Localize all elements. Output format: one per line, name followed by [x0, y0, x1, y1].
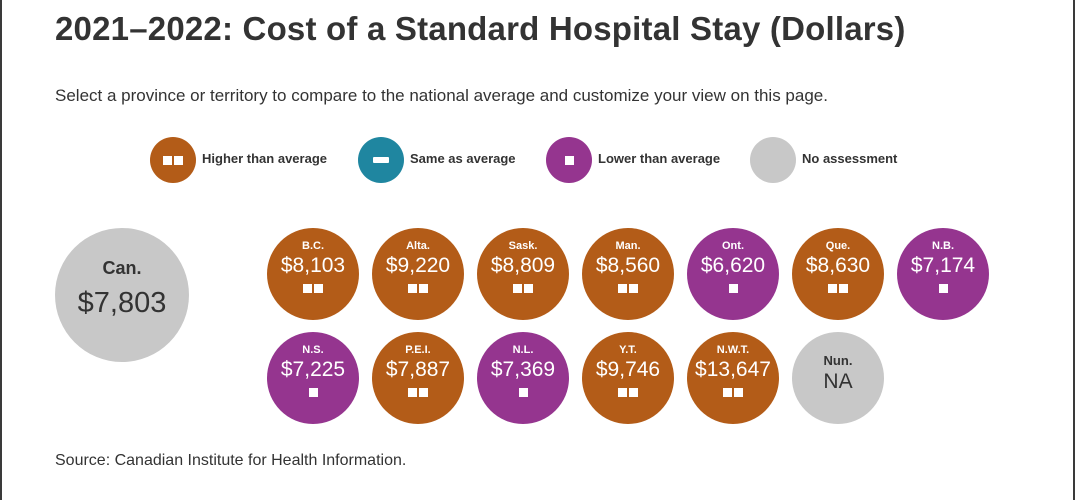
jurisdiction-circle-que[interactable]: Que. $8,630: [792, 228, 884, 320]
jurisdiction-value: $7,225: [280, 358, 346, 381]
assessment-square-icon: [308, 387, 318, 397]
jurisdiction-value: $8,560: [595, 254, 661, 277]
legend-label-same: Same as average: [410, 151, 516, 166]
jurisdiction-label: N.S.: [302, 344, 324, 356]
assessment-indicator: [408, 283, 428, 293]
jurisdiction-value: $9,746: [595, 358, 661, 381]
assessment-indicator: [308, 387, 318, 397]
jurisdiction-label: Sask.: [508, 240, 538, 252]
assessment-square-icon: [618, 387, 627, 397]
assessment-square-icon: [408, 283, 417, 293]
assessment-indicator: [618, 283, 638, 293]
jurisdiction-label: B.C.: [302, 240, 324, 252]
jurisdiction-value: $8,630: [805, 254, 871, 277]
assessment-square-icon: [524, 283, 533, 293]
jurisdiction-circle-yt[interactable]: Y.T. $9,746: [582, 332, 674, 424]
assessment-square-icon: [408, 387, 417, 397]
assessment-square-icon: [419, 283, 428, 293]
legend-swatch-none: [750, 137, 796, 183]
assessment-square-icon: [419, 387, 428, 397]
assessment-square-icon: [828, 283, 837, 293]
jurisdiction-value: $6,620: [700, 254, 766, 277]
jurisdiction-value: $8,103: [280, 254, 346, 277]
assessment-square-icon: [629, 387, 638, 397]
assessment-square-icon: [518, 387, 528, 397]
assessment-square-icon: [839, 283, 848, 293]
left-border: [0, 0, 2, 500]
jurisdiction-label: N.B.: [932, 240, 954, 252]
jurisdiction-label: Que.: [825, 240, 851, 252]
jurisdiction-circle-man[interactable]: Man. $8,560: [582, 228, 674, 320]
jurisdiction-circle-pei[interactable]: P.E.I. $7,887: [372, 332, 464, 424]
jurisdiction-circle-nun[interactable]: Nun. NA: [792, 332, 884, 424]
jurisdiction-circle-sask[interactable]: Sask. $8,809: [477, 228, 569, 320]
jurisdiction-circle-alta[interactable]: Alta. $9,220: [372, 228, 464, 320]
legend-swatch-same: [358, 137, 404, 183]
jurisdiction-value: $8,809: [490, 254, 556, 277]
national-average-circle[interactable]: Can. $7,803: [55, 228, 189, 362]
jurisdiction-label: N.L.: [512, 344, 534, 356]
legend-higher-square-icon: [163, 155, 172, 165]
page-title: 2021–2022: Cost of a Standard Hospital S…: [55, 10, 906, 47]
jurisdiction-label: P.E.I.: [405, 344, 431, 356]
assessment-square-icon: [723, 387, 732, 397]
jurisdiction-value: $9,220: [385, 254, 451, 277]
jurisdiction-label: Alta.: [406, 240, 430, 252]
jurisdiction-circle-bc[interactable]: B.C. $8,103: [267, 228, 359, 320]
assessment-indicator: [618, 387, 638, 397]
jurisdiction-label: N.W.T.: [716, 344, 750, 356]
legend-swatch-lower: [546, 137, 592, 183]
jurisdiction-circle-nb[interactable]: N.B. $7,174: [897, 228, 989, 320]
right-border: [1073, 0, 1075, 500]
jurisdiction-value: $13,647: [695, 358, 771, 381]
jurisdiction-circle-ns[interactable]: N.S. $7,225: [267, 332, 359, 424]
legend-higher-square-icon: [174, 155, 183, 165]
legend-same-dash-icon: [373, 157, 389, 163]
assessment-square-icon: [938, 283, 948, 293]
assessment-square-icon: [629, 283, 638, 293]
jurisdiction-value: NA: [823, 370, 853, 393]
legend-label-higher: Higher than average: [202, 151, 327, 166]
jurisdiction-value: $7,174: [910, 254, 976, 277]
assessment-square-icon: [728, 283, 738, 293]
legend-label-none: No assessment: [802, 151, 898, 166]
jurisdiction-value: $7,887: [385, 358, 451, 381]
jurisdiction-circle-nwt[interactable]: N.W.T. $13,647: [687, 332, 779, 424]
assessment-indicator: [408, 387, 428, 397]
legend-label-lower: Lower than average: [598, 151, 721, 166]
assessment-indicator: [828, 283, 848, 293]
assessment-square-icon: [513, 283, 522, 293]
jurisdiction-label: Ont.: [722, 240, 744, 252]
assessment-indicator: [938, 283, 948, 293]
legend-swatch-higher: [150, 137, 196, 183]
source-note: Source: Canadian Institute for Health In…: [55, 452, 407, 469]
assessment-indicator: [728, 283, 738, 293]
jurisdiction-label: Man.: [615, 240, 641, 252]
assessment-square-icon: [314, 283, 323, 293]
jurisdiction-circle-ont[interactable]: Ont. $6,620: [687, 228, 779, 320]
assessment-indicator: [303, 283, 323, 293]
national-label: Can.: [102, 258, 142, 278]
legend-lower-square-icon: [564, 155, 574, 165]
jurisdiction-label: Nun.: [823, 353, 853, 368]
jurisdiction-label: Y.T.: [619, 344, 637, 356]
jurisdiction-circle-nl[interactable]: N.L. $7,369: [477, 332, 569, 424]
assessment-square-icon: [618, 283, 627, 293]
page-subtitle: Select a province or territory to compar…: [55, 86, 828, 105]
assessment-indicator: [518, 387, 528, 397]
jurisdiction-value: $7,369: [490, 358, 556, 381]
national-value: $7,803: [77, 287, 167, 319]
assessment-indicator: [513, 283, 533, 293]
assessment-indicator: [723, 387, 743, 397]
assessment-square-icon: [303, 283, 312, 293]
assessment-square-icon: [734, 387, 743, 397]
